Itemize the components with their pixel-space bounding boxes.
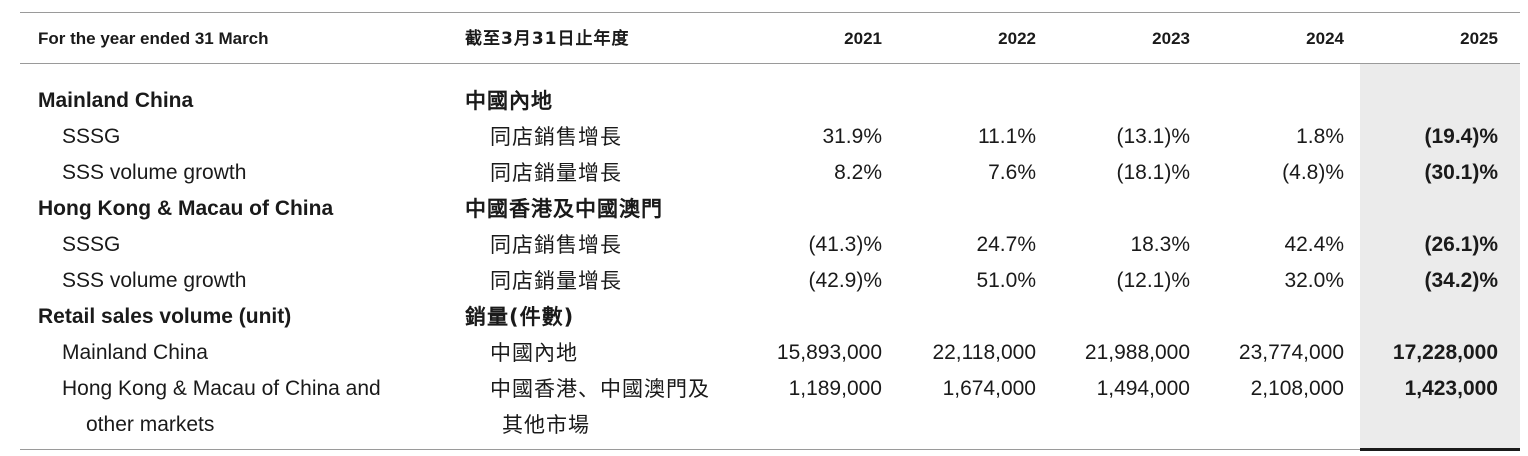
- value-2024: (4.8)%: [1282, 161, 1344, 184]
- highlight-column-2025: [1360, 64, 1520, 451]
- table-row: SSS volume growth 同店銷量增長 (42.9)% 51.0% (…: [20, 262, 1520, 298]
- value-2023: 21,988,000: [1084, 341, 1190, 364]
- value-2021: 1,189,000: [788, 377, 882, 400]
- table-row: Hong Kong & Macau of China and 中國香港、中國澳門…: [20, 370, 1520, 406]
- value-2021: (41.3)%: [808, 233, 882, 256]
- row-label-zh: 中國內地: [465, 89, 553, 113]
- value-2023: (12.1)%: [1116, 269, 1190, 292]
- row-label-en: Mainland China: [62, 341, 208, 364]
- value-2021: 8.2%: [834, 161, 882, 184]
- value-2024: 2,108,000: [1250, 377, 1344, 400]
- header-rule: [20, 63, 1520, 64]
- header-label-en: For the year ended 31 March: [38, 29, 269, 48]
- row-label-en-continuation: other markets: [86, 413, 215, 436]
- value-2021: (42.9)%: [808, 269, 882, 292]
- table-header: For the year ended 31 March 截至3月31日止年度 2…: [20, 12, 1520, 63]
- bottom-rule: [20, 449, 1360, 450]
- row-label-en: SSS volume growth: [62, 269, 247, 292]
- row-label-zh: 中國香港及中國澳門: [465, 197, 663, 221]
- value-2022: 51.0%: [976, 269, 1036, 292]
- header-year-2023: 2023: [1152, 29, 1190, 48]
- row-label-zh: 銷量(件數): [465, 305, 575, 329]
- header-year-2021: 2021: [844, 29, 882, 48]
- table-row: SSS volume growth 同店銷量增長 8.2% 7.6% (18.1…: [20, 154, 1520, 190]
- value-2022: 11.1%: [978, 125, 1036, 148]
- value-2024: 23,774,000: [1238, 341, 1344, 364]
- table-row: Mainland China 中國內地 15,893,000 22,118,00…: [20, 334, 1520, 370]
- value-2023: (18.1)%: [1116, 161, 1190, 184]
- header-year-2022: 2022: [998, 29, 1036, 48]
- financial-table: For the year ended 31 March 截至3月31日止年度 2…: [20, 12, 1520, 456]
- value-2022: 7.6%: [988, 161, 1036, 184]
- value-2025: (19.4)%: [1424, 125, 1498, 148]
- bottom-rule-highlight: [1360, 448, 1520, 451]
- value-2022: 1,674,000: [942, 377, 1036, 400]
- value-2023: (13.1)%: [1116, 125, 1190, 148]
- header-year-2024: 2024: [1306, 29, 1344, 48]
- table-row: Hong Kong & Macau of China 中國香港及中國澳門: [20, 190, 1520, 226]
- row-label-zh: 同店銷售增長: [490, 233, 622, 257]
- row-label-en: Mainland China: [38, 89, 194, 112]
- row-label-zh-continuation: 其他市場: [502, 413, 590, 437]
- row-label-en: SSS volume growth: [62, 161, 247, 184]
- value-2022: 22,118,000: [932, 341, 1036, 364]
- value-2025: 1,423,000: [1404, 377, 1498, 400]
- value-2022: 24.7%: [976, 233, 1036, 256]
- header-label-zh: 截至3月31日止年度: [465, 29, 630, 49]
- header-year-2025: 2025: [1460, 29, 1498, 48]
- row-label-en: Hong Kong & Macau of China and: [62, 377, 381, 400]
- row-label-zh: 中國香港、中國澳門及: [490, 377, 710, 401]
- value-2025: 17,228,000: [1392, 341, 1498, 364]
- table-row: Retail sales volume (unit) 銷量(件數): [20, 298, 1520, 334]
- row-label-en: Hong Kong & Macau of China: [38, 197, 334, 220]
- row-label-zh: 同店銷售增長: [490, 125, 622, 149]
- value-2023: 18.3%: [1130, 233, 1190, 256]
- table-row: SSSG 同店銷售增長 31.9% 11.1% (13.1)% 1.8% (19…: [20, 118, 1520, 154]
- value-2023: 1,494,000: [1096, 377, 1190, 400]
- row-label-en: SSSG: [62, 233, 121, 256]
- row-label-en: Retail sales volume (unit): [38, 305, 292, 328]
- row-label-zh: 同店銷量增長: [490, 161, 622, 185]
- value-2024: 42.4%: [1284, 233, 1344, 256]
- value-2024: 1.8%: [1296, 125, 1344, 148]
- row-label-zh: 中國內地: [490, 341, 578, 365]
- row-label-en: SSSG: [62, 125, 121, 148]
- top-rule: [20, 12, 1520, 13]
- value-2024: 32.0%: [1284, 269, 1344, 292]
- row-label-zh: 同店銷量增長: [490, 269, 622, 293]
- value-2021: 15,893,000: [776, 341, 882, 364]
- value-2025: (34.2)%: [1424, 269, 1498, 292]
- value-2025: (26.1)%: [1424, 233, 1498, 256]
- table-row: Mainland China 中國內地: [20, 82, 1520, 118]
- value-2025: (30.1)%: [1424, 161, 1498, 184]
- value-2021: 31.9%: [822, 125, 882, 148]
- table-row: SSSG 同店銷售增長 (41.3)% 24.7% 18.3% 42.4% (2…: [20, 226, 1520, 262]
